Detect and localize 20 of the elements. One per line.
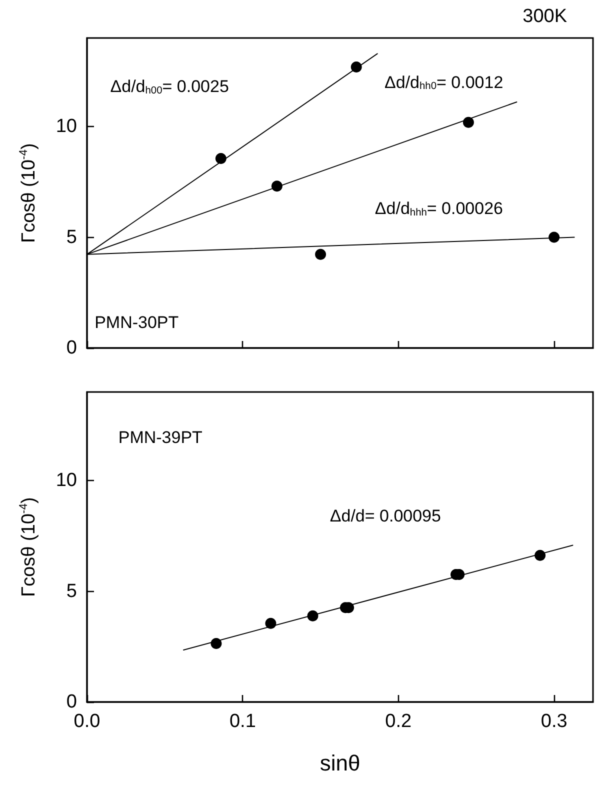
annotation: Δd/dhhh= 0.00026 — [374, 199, 504, 218]
y-tick-label: 0 — [66, 338, 77, 358]
x-tick-label: 0.1 — [229, 711, 256, 732]
chart-title: 300K — [522, 6, 568, 27]
annotation: Δd/dhh0= 0.0012 — [384, 72, 504, 92]
y-axis-title: Γcosθ (10-4) — [18, 497, 40, 597]
y-tick-label: 10 — [56, 116, 77, 138]
x-axis-title: sinθ — [320, 750, 360, 776]
y-axis-title: Γcosθ (10-4) — [18, 143, 40, 243]
y-tick-label: 5 — [66, 580, 77, 602]
x-tick-label: 0.2 — [385, 711, 412, 732]
annotation: Δd/d= 0.00095 — [330, 506, 441, 526]
x-tick-label: 0.3 — [540, 711, 568, 732]
y-tick-label: 0 — [66, 692, 77, 712]
annotation: PMN-30PT — [94, 312, 179, 332]
annotation: PMN-39PT — [118, 428, 202, 448]
annotation: Δd/dh00= 0.0025 — [110, 77, 229, 96]
y-tick-label: 5 — [66, 226, 77, 248]
x-tick-label: 0.0 — [74, 711, 100, 732]
y-tick-label: 10 — [56, 470, 77, 492]
